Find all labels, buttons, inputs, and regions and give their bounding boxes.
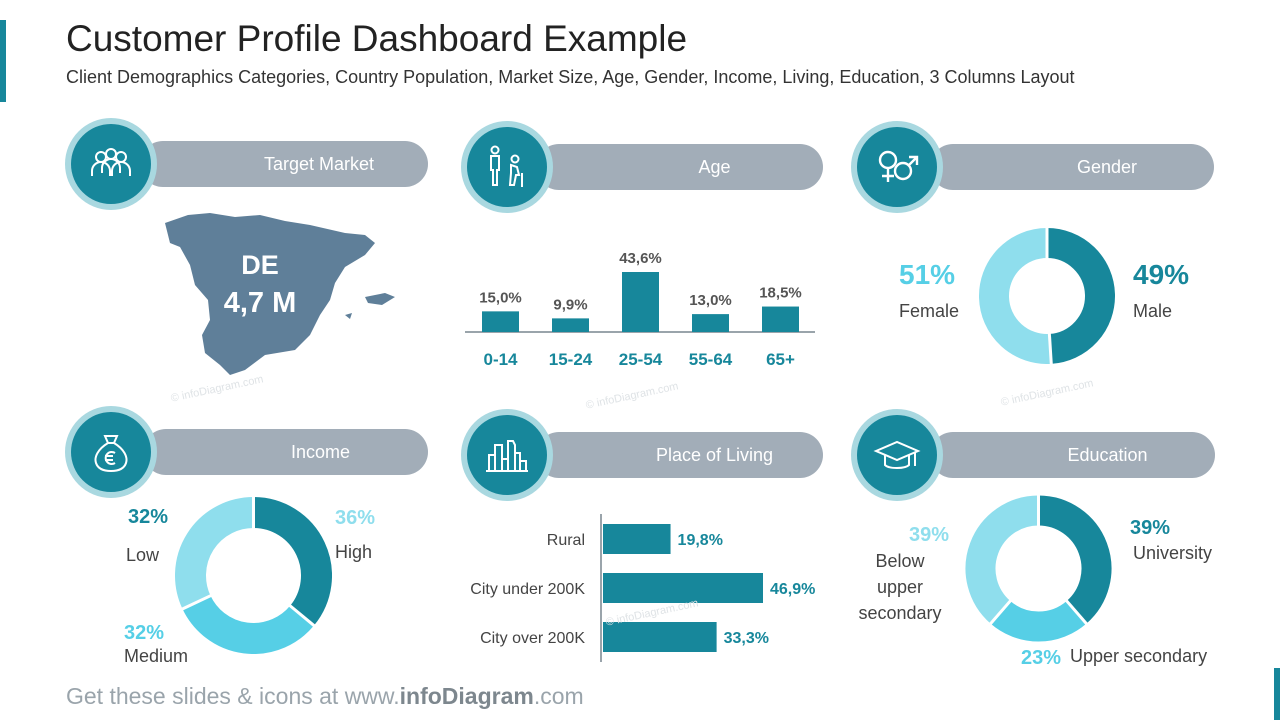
country-map [165,213,395,375]
age-icon-badge [461,121,553,213]
age-category-label: 55-64 [689,350,733,369]
footer-prefix: Get these slides & icons at www. [66,683,400,709]
living-bar [603,622,717,652]
education-icon-badge [851,409,943,501]
gender-donut-segment [979,228,1052,364]
gender-icon-badge [851,121,943,213]
income-medium-pct: 32% [124,622,165,644]
living-category-label: City over 200K [480,630,585,647]
footer: Get these slides & icons at www.infoDiag… [66,683,584,710]
living-label: Place of Living [655,444,774,465]
edu-univ-label: University [1133,543,1213,563]
gender-label: Gender [1076,156,1138,177]
footer-suffix: .com [533,683,584,709]
living-bar [603,573,763,603]
accent-bar-right [1274,668,1280,720]
income-donut-segment [175,497,255,609]
living-bar-value: 19,8% [678,532,723,549]
income-donut-separator [180,593,213,611]
gender-donut-chart [979,228,1115,364]
income-medium-label: Medium [124,646,189,666]
income-donut-chart [175,497,332,654]
edu-univ-pct: 39% [1130,517,1171,539]
edu-below-pct: 39% [909,524,950,546]
age-category-label: 0-14 [483,350,518,369]
age-bar-value: 15,0% [479,289,522,306]
age-bar-value: 18,5% [759,285,802,302]
edu-upper-label: Upper secondary [1070,646,1208,666]
income-low-label: Low [126,545,160,565]
income-header: Income [143,429,428,475]
age-bar [622,272,659,332]
male-label: Male [1133,301,1173,321]
education-label: Education [1067,444,1148,465]
footer-brand: infoDiagram [399,683,534,709]
age-bar-value: 9,9% [553,296,587,313]
age-category-label: 15-24 [549,350,593,369]
age-bar-chart: 15,0% 0-14 9,9% 15-24 43,6% 25-54 13,0% 55-64 18… [465,250,815,369]
age-bar [552,318,589,332]
age-category-label: 25-54 [619,350,663,369]
gender-header: Gender [930,144,1214,190]
living-category-label: City under 200K [470,581,585,598]
education-donut-segment [1037,495,1112,624]
watermark: © infoDiagram.com [999,377,1095,409]
education-donut-segment [990,600,1087,642]
female-pct: 51% [899,259,956,290]
living-bar-chart: Rural 19,8% City under 200K 46,9% City over … [470,514,815,662]
living-bar-value: 33,3% [724,630,769,647]
living-bar [603,524,671,554]
education-donut-segment [965,495,1040,624]
age-label: Age [698,156,731,177]
age-bar [692,314,729,332]
city-icon [486,440,528,472]
edu-upper-pct: 23% [1021,647,1062,669]
education-donut-chart [965,495,1112,642]
age-bar [762,306,799,332]
watermark: © infoDiagram.com [584,380,680,412]
age-icon [490,145,523,187]
education-donut-separator [1064,599,1089,626]
male-pct: 49% [1133,259,1190,290]
income-low-pct: 32% [128,506,169,528]
graduation-cap-icon [873,440,921,469]
age-bar [482,311,519,332]
age-bar-value: 43,6% [619,250,662,267]
target-market-value: 4,7 M [223,287,297,319]
income-donut-segment [182,595,314,654]
income-label: Income [290,441,351,462]
education-donut-separator [988,599,1013,626]
page-subtitle: Client Demographics Categories, Country … [66,67,1075,87]
age-category-label: 65+ [766,350,795,369]
living-header: Place of Living [536,432,823,478]
people-icon [91,148,131,176]
money-bag-icon [94,435,128,473]
income-donut-segment [252,497,332,626]
living-icon-badge [461,409,553,501]
target-market-label: Target Market [263,153,375,174]
accent-bar-left [0,20,6,102]
age-bar-value: 13,0% [689,292,732,309]
living-category-label: Rural [547,532,585,549]
page-title: Customer Profile Dashboard Example [66,18,688,59]
target-market-country: DE [241,250,279,280]
income-donut-separator [288,603,316,628]
gender-donut-segment [1046,228,1115,364]
target-market-icon-badge [65,118,157,210]
female-label: Female [899,301,960,321]
income-high-pct: 36% [335,507,376,529]
age-header: Age [536,144,823,190]
gender-donut-separator [1047,332,1053,364]
target-market-header: Target Market [140,141,428,187]
education-header: Education [930,432,1215,478]
gender-icon [878,150,919,182]
income-high-label: High [335,542,373,562]
edu-below-label: Below upper secondary [858,551,942,623]
income-icon-badge [65,406,157,498]
living-bar-value: 46,9% [770,581,815,598]
